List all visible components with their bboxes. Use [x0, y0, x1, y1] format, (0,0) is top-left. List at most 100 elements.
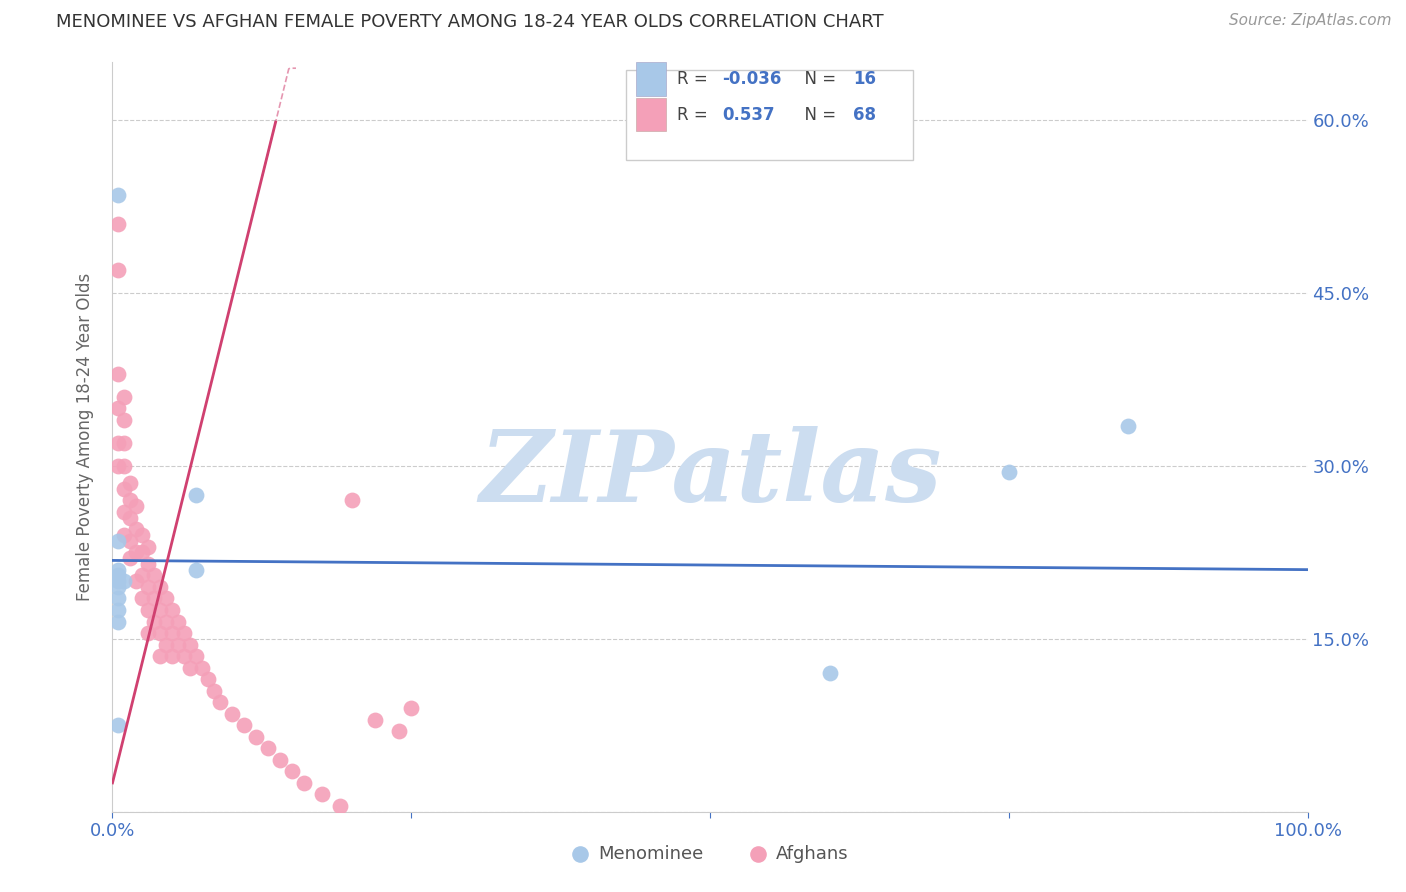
Point — [107, 217, 129, 231]
Point — [818, 666, 841, 681]
Point — [179, 660, 201, 674]
Point — [107, 591, 129, 606]
Point — [155, 591, 177, 606]
Point — [114, 482, 135, 496]
Point — [125, 574, 148, 589]
Point — [114, 505, 135, 519]
Point — [329, 799, 352, 814]
Point — [179, 638, 201, 652]
Point — [173, 649, 195, 664]
Point — [120, 510, 142, 524]
Point — [114, 413, 135, 427]
Point — [107, 458, 129, 473]
Point — [364, 713, 387, 727]
Point — [162, 626, 183, 640]
Point — [138, 626, 160, 640]
Point — [107, 401, 129, 416]
Point — [107, 574, 129, 589]
Point — [269, 753, 291, 767]
Text: Source: ZipAtlas.com: Source: ZipAtlas.com — [1229, 13, 1392, 29]
Point — [162, 649, 183, 664]
Text: MENOMINEE VS AFGHAN FEMALE POVERTY AMONG 18-24 YEAR OLDS CORRELATION CHART: MENOMINEE VS AFGHAN FEMALE POVERTY AMONG… — [56, 13, 884, 31]
Text: 0.537: 0.537 — [723, 105, 775, 123]
Point — [107, 615, 129, 629]
Point — [1118, 418, 1140, 433]
Point — [143, 568, 166, 582]
Point — [125, 522, 148, 536]
Point — [281, 764, 304, 779]
Point — [311, 788, 333, 802]
Text: -0.036: -0.036 — [723, 70, 782, 88]
Point — [125, 545, 148, 559]
Point — [120, 493, 142, 508]
Point — [107, 263, 129, 277]
Point — [120, 533, 142, 548]
Point — [138, 540, 160, 554]
Point — [120, 551, 142, 566]
Point — [131, 528, 153, 542]
Point — [107, 718, 129, 732]
Point — [114, 574, 135, 589]
Point — [221, 706, 243, 721]
Point — [131, 591, 153, 606]
FancyBboxPatch shape — [627, 70, 914, 160]
Point — [401, 701, 423, 715]
Text: 68: 68 — [853, 105, 876, 123]
Point — [233, 718, 256, 732]
Point — [197, 672, 219, 686]
Text: 16: 16 — [853, 70, 876, 88]
Point — [998, 465, 1021, 479]
Point — [138, 580, 160, 594]
Point — [107, 580, 129, 594]
Point — [143, 615, 166, 629]
Text: R =: R = — [676, 70, 713, 88]
Point — [107, 568, 129, 582]
Point — [257, 741, 280, 756]
Point — [191, 660, 214, 674]
Point — [149, 603, 172, 617]
Point — [107, 603, 129, 617]
Text: R =: R = — [676, 105, 718, 123]
Point — [155, 615, 177, 629]
Point — [186, 488, 208, 502]
Point — [149, 580, 172, 594]
Point — [245, 730, 267, 744]
Y-axis label: Female Poverty Among 18-24 Year Olds: Female Poverty Among 18-24 Year Olds — [76, 273, 94, 601]
Point — [107, 435, 129, 450]
Point — [388, 724, 411, 739]
Point — [292, 776, 315, 790]
Point — [209, 695, 232, 709]
Point — [167, 638, 190, 652]
Point — [162, 603, 183, 617]
Legend: Menominee, Afghans: Menominee, Afghans — [564, 838, 856, 870]
Point — [114, 435, 135, 450]
Point — [107, 367, 129, 381]
Point — [107, 188, 129, 202]
Point — [155, 638, 177, 652]
Point — [114, 458, 135, 473]
Point — [149, 626, 172, 640]
Bar — [636, 97, 666, 131]
Point — [186, 649, 208, 664]
Point — [125, 500, 148, 514]
Point — [107, 563, 129, 577]
Point — [131, 545, 153, 559]
Point — [173, 626, 195, 640]
Point — [149, 649, 172, 664]
Point — [340, 493, 363, 508]
Point — [114, 390, 135, 404]
Text: N =: N = — [793, 70, 841, 88]
Text: N =: N = — [793, 105, 841, 123]
Point — [138, 603, 160, 617]
Point — [202, 683, 225, 698]
Point — [107, 533, 129, 548]
Point — [120, 476, 142, 491]
Bar — [636, 62, 666, 96]
Point — [186, 563, 208, 577]
Point — [167, 615, 190, 629]
Point — [131, 568, 153, 582]
Point — [114, 528, 135, 542]
Point — [143, 591, 166, 606]
Text: ZIPatlas: ZIPatlas — [479, 426, 941, 523]
Point — [138, 557, 160, 571]
